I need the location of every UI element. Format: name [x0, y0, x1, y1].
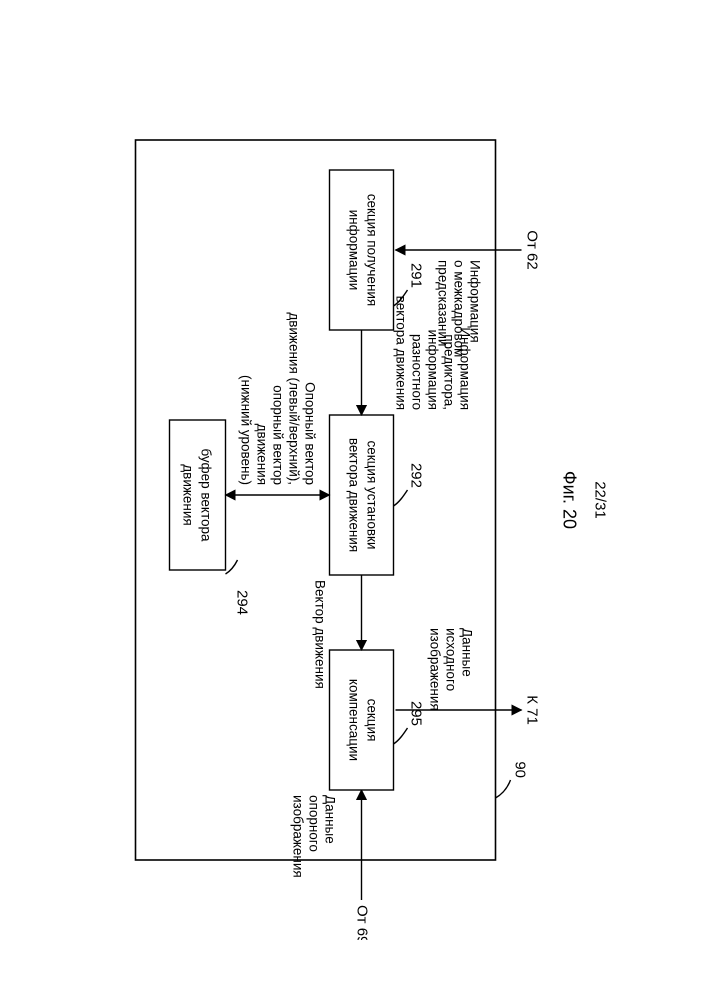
ref-294: 294: [234, 590, 251, 615]
ref-90-leader: [496, 780, 511, 798]
figure-title: Фиг. 20: [560, 471, 580, 529]
edge-291-292-l2: предиктора,: [442, 334, 457, 410]
block-292-l2: вектора движения: [347, 438, 362, 552]
page-number: 22/31: [592, 481, 609, 519]
block-295: [330, 650, 394, 790]
io-to-71-label-1: Данные: [460, 628, 475, 677]
io-to-71-label-3: изображения: [428, 628, 443, 711]
io-from-69-label-2: опорного: [307, 795, 322, 852]
edge-292-294-l5: (нижний уровень): [239, 375, 254, 485]
page: 22/31 Фиг. 20 90 От 62 Информация о межк…: [0, 0, 706, 1000]
ref-294-leader: [226, 560, 238, 574]
block-295-l1: секция: [365, 699, 380, 742]
block-294-l2: движения: [181, 464, 196, 525]
diagram-svg: 22/31 Фиг. 20 90 От 62 Информация о межк…: [86, 60, 626, 940]
edge-291-292-l5: вектора движения: [394, 296, 409, 410]
ref-292: 292: [408, 463, 425, 488]
edge-292-294-l2: движения (левый/верхний),: [287, 312, 302, 485]
block-292-l1: секция установки: [365, 441, 380, 550]
io-from-69-label-3: изображения: [291, 795, 306, 878]
block-295-l2: компенсации: [347, 679, 362, 761]
ref-291: 291: [408, 263, 425, 288]
io-to-71-label-2: исходного: [444, 628, 459, 691]
edge-292-294-l1: Опорный вектор: [303, 382, 318, 485]
diagram-rotated-container: 22/31 Фиг. 20 90 От 62 Информация о межк…: [81, 60, 626, 940]
edge-292-295: Вектор движения: [313, 580, 328, 689]
block-294-l1: буфер вектора: [199, 448, 214, 542]
edge-292-294-l4: движения: [255, 424, 270, 485]
ref-292-leader: [394, 490, 408, 506]
io-to-71: К 71: [524, 695, 541, 725]
io-from-62: От 62: [524, 230, 541, 269]
block-291-l1: секция получения: [365, 194, 380, 307]
io-from-69: От 69: [354, 905, 371, 940]
edge-291-292-l4: разностного: [410, 334, 425, 410]
edge-292-294-l3: опорный вектор: [271, 385, 286, 485]
block-291: [330, 170, 394, 330]
ref-295-leader: [394, 728, 408, 744]
io-from-69-label-1: Данные: [323, 795, 338, 844]
ref-295: 295: [408, 701, 425, 726]
edge-291-292-l3: информация: [426, 330, 441, 411]
block-291-l2: информации: [347, 210, 362, 291]
edge-291-292-l1: Информация: [458, 327, 473, 410]
ref-90: 90: [512, 761, 529, 778]
block-294: [170, 420, 226, 570]
block-292: [330, 415, 394, 575]
